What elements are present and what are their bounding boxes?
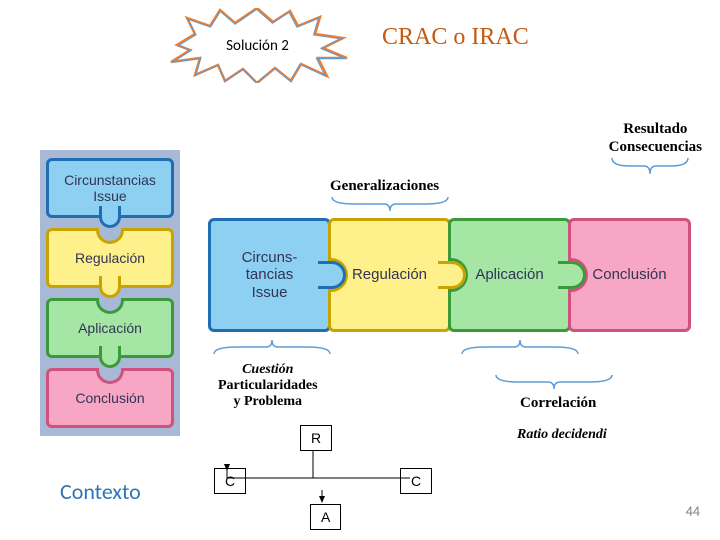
contexto-label: Contexto — [60, 478, 141, 505]
resultado-line1: Resultado — [609, 120, 702, 138]
vertical-puzzle-stack: CircunstanciasIssue Regulación Aplicación C… — [40, 150, 180, 436]
generalizaciones-label: Generalizaciones — [330, 178, 439, 195]
box-A: A — [310, 504, 341, 530]
starburst-label: Solución 2 — [165, 8, 350, 83]
starburst-callout: Solución 2 — [165, 8, 350, 83]
ratio-label: Ratio decidendi — [517, 427, 607, 443]
vpiece-0: CircunstanciasIssue — [46, 158, 174, 218]
brace-cuestion — [212, 338, 332, 356]
brace-aplicacion — [460, 338, 580, 356]
brace-resultado — [610, 156, 690, 176]
hpiece-3: Conclusión — [568, 218, 691, 332]
hpiece-2: Aplicación — [448, 218, 571, 332]
hpiece-0: Circuns-tanciasIssue — [208, 218, 331, 332]
slide-number: 44 — [686, 503, 700, 520]
cuestion-line2: y Problema — [218, 394, 318, 410]
box-R: R — [300, 425, 332, 451]
box-C-left: C — [214, 468, 246, 494]
cuestion-line1: Particularidades — [218, 378, 318, 394]
box-C-right: C — [400, 468, 432, 494]
vpiece-2: Aplicación — [46, 298, 174, 358]
hpiece-1: Regulación — [328, 218, 451, 332]
vpiece-1: Regulación — [46, 228, 174, 288]
page-title: CRAC o IRAC — [382, 24, 529, 51]
brace-generalizaciones — [330, 195, 450, 213]
cuestion-block: Cuestión Particularidades y Problema — [218, 362, 318, 410]
brace-correlacion — [494, 373, 614, 391]
correlacion-label: Correlación — [520, 395, 596, 412]
resultado-label: Resultado Consecuencias — [609, 120, 702, 156]
horizontal-puzzle-row: Circuns-tanciasIssueRegulaciónAplicación… — [208, 218, 688, 332]
cuestion-title: Cuestión — [218, 362, 318, 378]
resultado-line2: Consecuencias — [609, 138, 702, 156]
vpiece-3: Conclusión — [46, 368, 174, 428]
